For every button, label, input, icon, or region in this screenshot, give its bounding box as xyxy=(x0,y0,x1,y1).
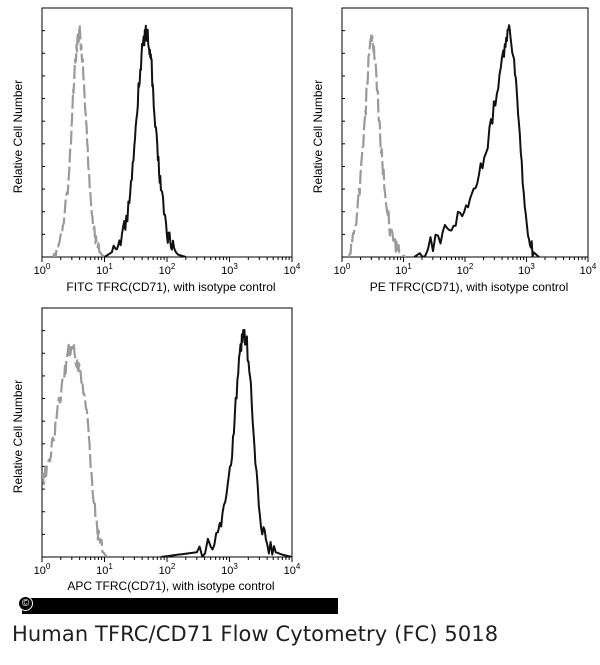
plot-frame xyxy=(41,7,293,258)
x-axis-label: APC TFRC(CD71), with isotype control xyxy=(67,579,274,593)
tfrc-cd71-curve xyxy=(103,24,187,257)
x-tick-label: 100 xyxy=(34,262,51,277)
y-axis-label: Relative Cell Number xyxy=(11,380,25,493)
x-tick-label: 100 xyxy=(34,562,51,577)
y-axis-label: Relative Cell Number xyxy=(311,80,325,193)
x-axis-label: FITC TFRC(CD71), with isotype control xyxy=(66,280,275,294)
figure-caption: Human TFRC/CD71 Flow Cytometry (FC) 5018 xyxy=(12,622,499,646)
x-tick-label: 103 xyxy=(518,262,535,277)
isotype-control-curve xyxy=(42,342,108,557)
copyright-redaction-bar xyxy=(22,598,338,614)
x-tick-label: 101 xyxy=(96,562,113,577)
y-axis-label: Relative Cell Number xyxy=(11,80,25,193)
isotype-control-curve xyxy=(347,32,407,257)
x-tick-label: 102 xyxy=(159,562,176,577)
tfrc-cd71-curve xyxy=(160,329,292,557)
x-tick-label: 101 xyxy=(395,262,412,277)
x-axis-label: PE TFRC(CD71), with isotype control xyxy=(370,280,569,294)
histogram-panel-fitc: 100 101 102 103 104 FITC TFRC(CD71), with iso… xyxy=(11,7,301,294)
tfrc-cd71-curve xyxy=(413,24,540,257)
copyright-symbol: © xyxy=(18,596,33,611)
x-tick-label: 103 xyxy=(221,262,238,277)
x-tick-label: 100 xyxy=(334,262,351,277)
histogram-panel-apc: 100 101 102 103 104 APC TFRC(CD71), with isot… xyxy=(11,307,301,593)
x-tick-label: 102 xyxy=(159,262,176,277)
plot-frame xyxy=(341,7,589,258)
x-tick-label: 102 xyxy=(457,262,474,277)
plot-frame xyxy=(41,307,293,558)
x-tick-label: 104 xyxy=(284,262,301,277)
isotype-control-curve xyxy=(51,24,106,257)
x-tick-label: 103 xyxy=(221,562,238,577)
x-tick-label: 104 xyxy=(580,262,597,277)
x-tick-label: 101 xyxy=(96,262,113,277)
x-tick-label: 104 xyxy=(284,562,301,577)
histogram-panel-pe: 100 101 102 103 104 PE TFRC(CD71), with isoty… xyxy=(311,7,597,294)
